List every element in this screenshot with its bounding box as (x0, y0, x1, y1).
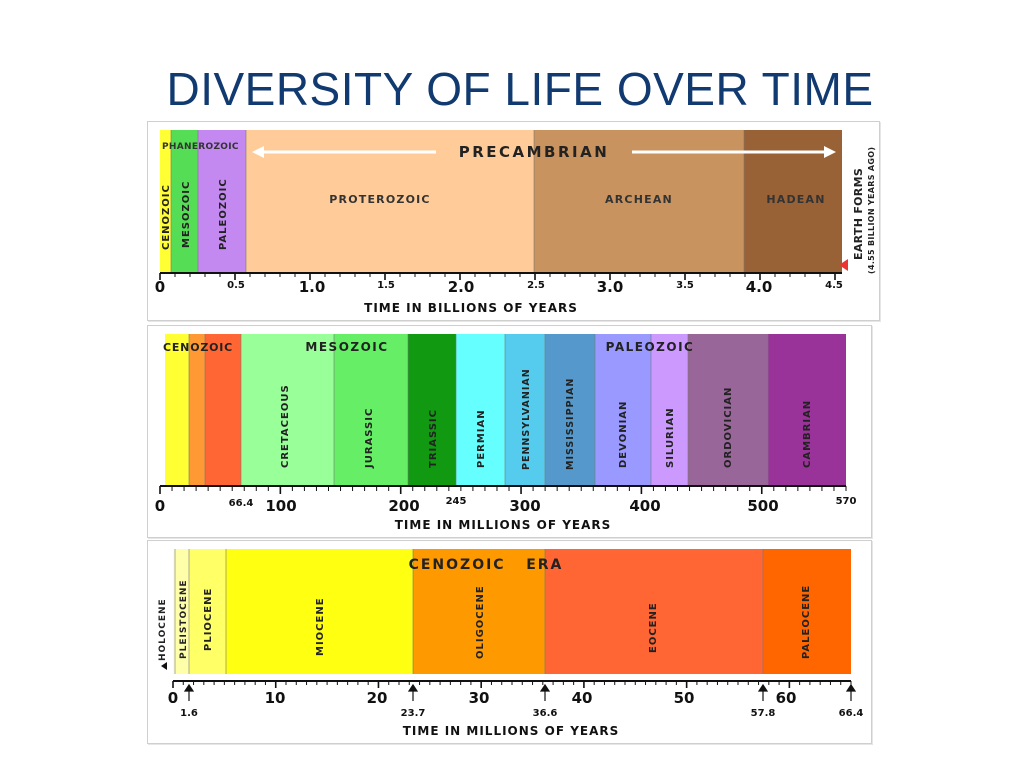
segment-pliocene (189, 549, 226, 674)
axis-label-millions: TIME IN MILLIONS OF YEARS (395, 518, 612, 532)
permian-label: PERMIAN (476, 409, 487, 468)
paleozoic-header: PALEOZOIC (606, 340, 695, 354)
cenozoic-header: CENOZOIC (163, 341, 233, 354)
hadean-label: HADEAN (766, 193, 825, 206)
segment-cenozoic-1 (165, 334, 189, 486)
tick-66.4: 66.4 (229, 498, 254, 509)
cretaceous-label: CRETACEOUS (280, 384, 291, 468)
paleocene-label: PALEOCENE (801, 585, 812, 659)
tick-36.6: 36.6 (533, 708, 558, 719)
tick-30: 30 (469, 689, 490, 707)
ordovician-label: ORDOVICIAN (723, 387, 734, 468)
segment-cambrian (768, 334, 846, 486)
million-year-tick-marks (159, 486, 847, 494)
period-timeline-panel: CENOZOIC MESOZOIC PALEOZOIC CRETACEOUS J… (147, 325, 872, 538)
mesozoic-label: MESOZOIC (181, 181, 192, 248)
precambrian-header: PRECAMBRIAN (459, 143, 610, 161)
tick-100: 100 (265, 497, 296, 515)
tick-2.0: 2.0 (448, 278, 475, 296)
tick-2.5: 2.5 (527, 280, 545, 291)
segment-pleistocene (175, 549, 189, 674)
pliocene-label: PLIOCENE (203, 588, 214, 651)
tick-40: 40 (572, 689, 593, 707)
tick-500: 500 (747, 497, 778, 515)
tick-200: 200 (388, 497, 419, 515)
segment-paleocene (763, 549, 851, 674)
holocene-label: HOLOCENE (158, 598, 168, 661)
billion-year-tick-marks (159, 273, 836, 280)
segment-oligocene (413, 549, 545, 674)
segment-mississippian (545, 334, 595, 486)
segment-devonian (595, 334, 651, 486)
segment-jurassic (334, 334, 408, 486)
tick-23.7: 23.7 (401, 708, 426, 719)
eon-timeline-panel: PHANEROZOIC PRECAMBRIAN CENOZOIC MESOZOI… (147, 121, 880, 321)
pleistocene-label: PLEISTOCENE (179, 579, 189, 659)
mesozoic-header: MESOZOIC (305, 340, 388, 354)
tick-245: 245 (446, 496, 467, 507)
tick-3.0: 3.0 (597, 278, 624, 296)
segment-holocene (173, 549, 175, 674)
jurassic-label: JURASSIC (364, 408, 375, 469)
segment-paleozoic (198, 130, 246, 272)
cambrian-label: CAMBRIAN (802, 400, 813, 468)
segment-mesozoic (171, 130, 198, 272)
pennsylvanian-label: PENNSYLVANIAN (521, 368, 532, 470)
mississippian-label: MISSISSIPPIAN (565, 378, 576, 470)
tick-3.5: 3.5 (676, 280, 694, 291)
segment-eocene (545, 549, 763, 674)
page-title: DIVERSITY OF LIFE OVER TIME (166, 63, 874, 115)
tick-300: 300 (509, 497, 540, 515)
earth-forms-sublabel: (4.55 BILLION YEARS AGO) (867, 147, 876, 274)
tick-0: 0 (168, 689, 178, 707)
eocene-label: EOCENE (648, 602, 659, 653)
tick-60: 60 (776, 689, 797, 707)
tick-4.5: 4.5 (825, 280, 843, 291)
tick-0: 0 (155, 497, 165, 515)
tick-66.4: 66.4 (839, 708, 864, 719)
archean-label: ARCHEAN (605, 193, 673, 206)
segment-archean (534, 130, 744, 272)
segment-cenozoic (160, 130, 171, 272)
segment-cenozoic-3 (205, 334, 241, 486)
proterozoic-label: PROTEROZOIC (329, 193, 430, 206)
tick-10: 10 (265, 689, 286, 707)
tick-50: 50 (674, 689, 695, 707)
segment-silurian (651, 334, 688, 486)
axis-label-billions: TIME IN BILLIONS OF YEARS (364, 301, 578, 315)
segment-permian (456, 334, 505, 486)
tick-570: 570 (836, 496, 857, 507)
axis-label-cenozoic: TIME IN MILLIONS OF YEARS (403, 724, 620, 738)
silurian-label: SILURIAN (665, 407, 676, 468)
tick-0.5: 0.5 (227, 280, 245, 291)
paleozoic-label: PALEOZOIC (218, 178, 229, 250)
tick-57.8: 57.8 (751, 708, 776, 719)
triassic-label: TRIASSIC (428, 409, 439, 468)
cenozoic-epoch-panel: CENOZOIC ERA HOLOCENE PLEISTOCENE PLIOCE… (147, 540, 872, 744)
tick-20: 20 (367, 689, 388, 707)
cenozoic-era-header: CENOZOIC ERA (409, 557, 564, 573)
segment-cretaceous (241, 334, 334, 486)
tick-0: 0 (155, 278, 165, 296)
segment-pennsylvanian (505, 334, 545, 486)
earth-forms-label: EARTH FORMS (852, 168, 865, 260)
segment-cenozoic-2 (189, 334, 205, 486)
tick-1.5: 1.5 (377, 280, 395, 291)
phanerozoic-header: PHANEROZOIC (162, 142, 239, 152)
segment-proterozoic (246, 130, 534, 272)
tick-1.0: 1.0 (299, 278, 326, 296)
segment-triassic (408, 334, 456, 486)
tick-400: 400 (629, 497, 660, 515)
cenozoic-tick-marks (172, 681, 852, 688)
tick-4.0: 4.0 (746, 278, 773, 296)
tick-1.6: 1.6 (180, 708, 198, 719)
oligocene-label: OLIGOCENE (475, 585, 486, 659)
devonian-label: DEVONIAN (618, 401, 629, 468)
cenozoic-label: CENOZOIC (161, 184, 172, 250)
segment-miocene (226, 549, 413, 674)
segment-ordovician (688, 334, 768, 486)
miocene-label: MIOCENE (315, 597, 326, 656)
